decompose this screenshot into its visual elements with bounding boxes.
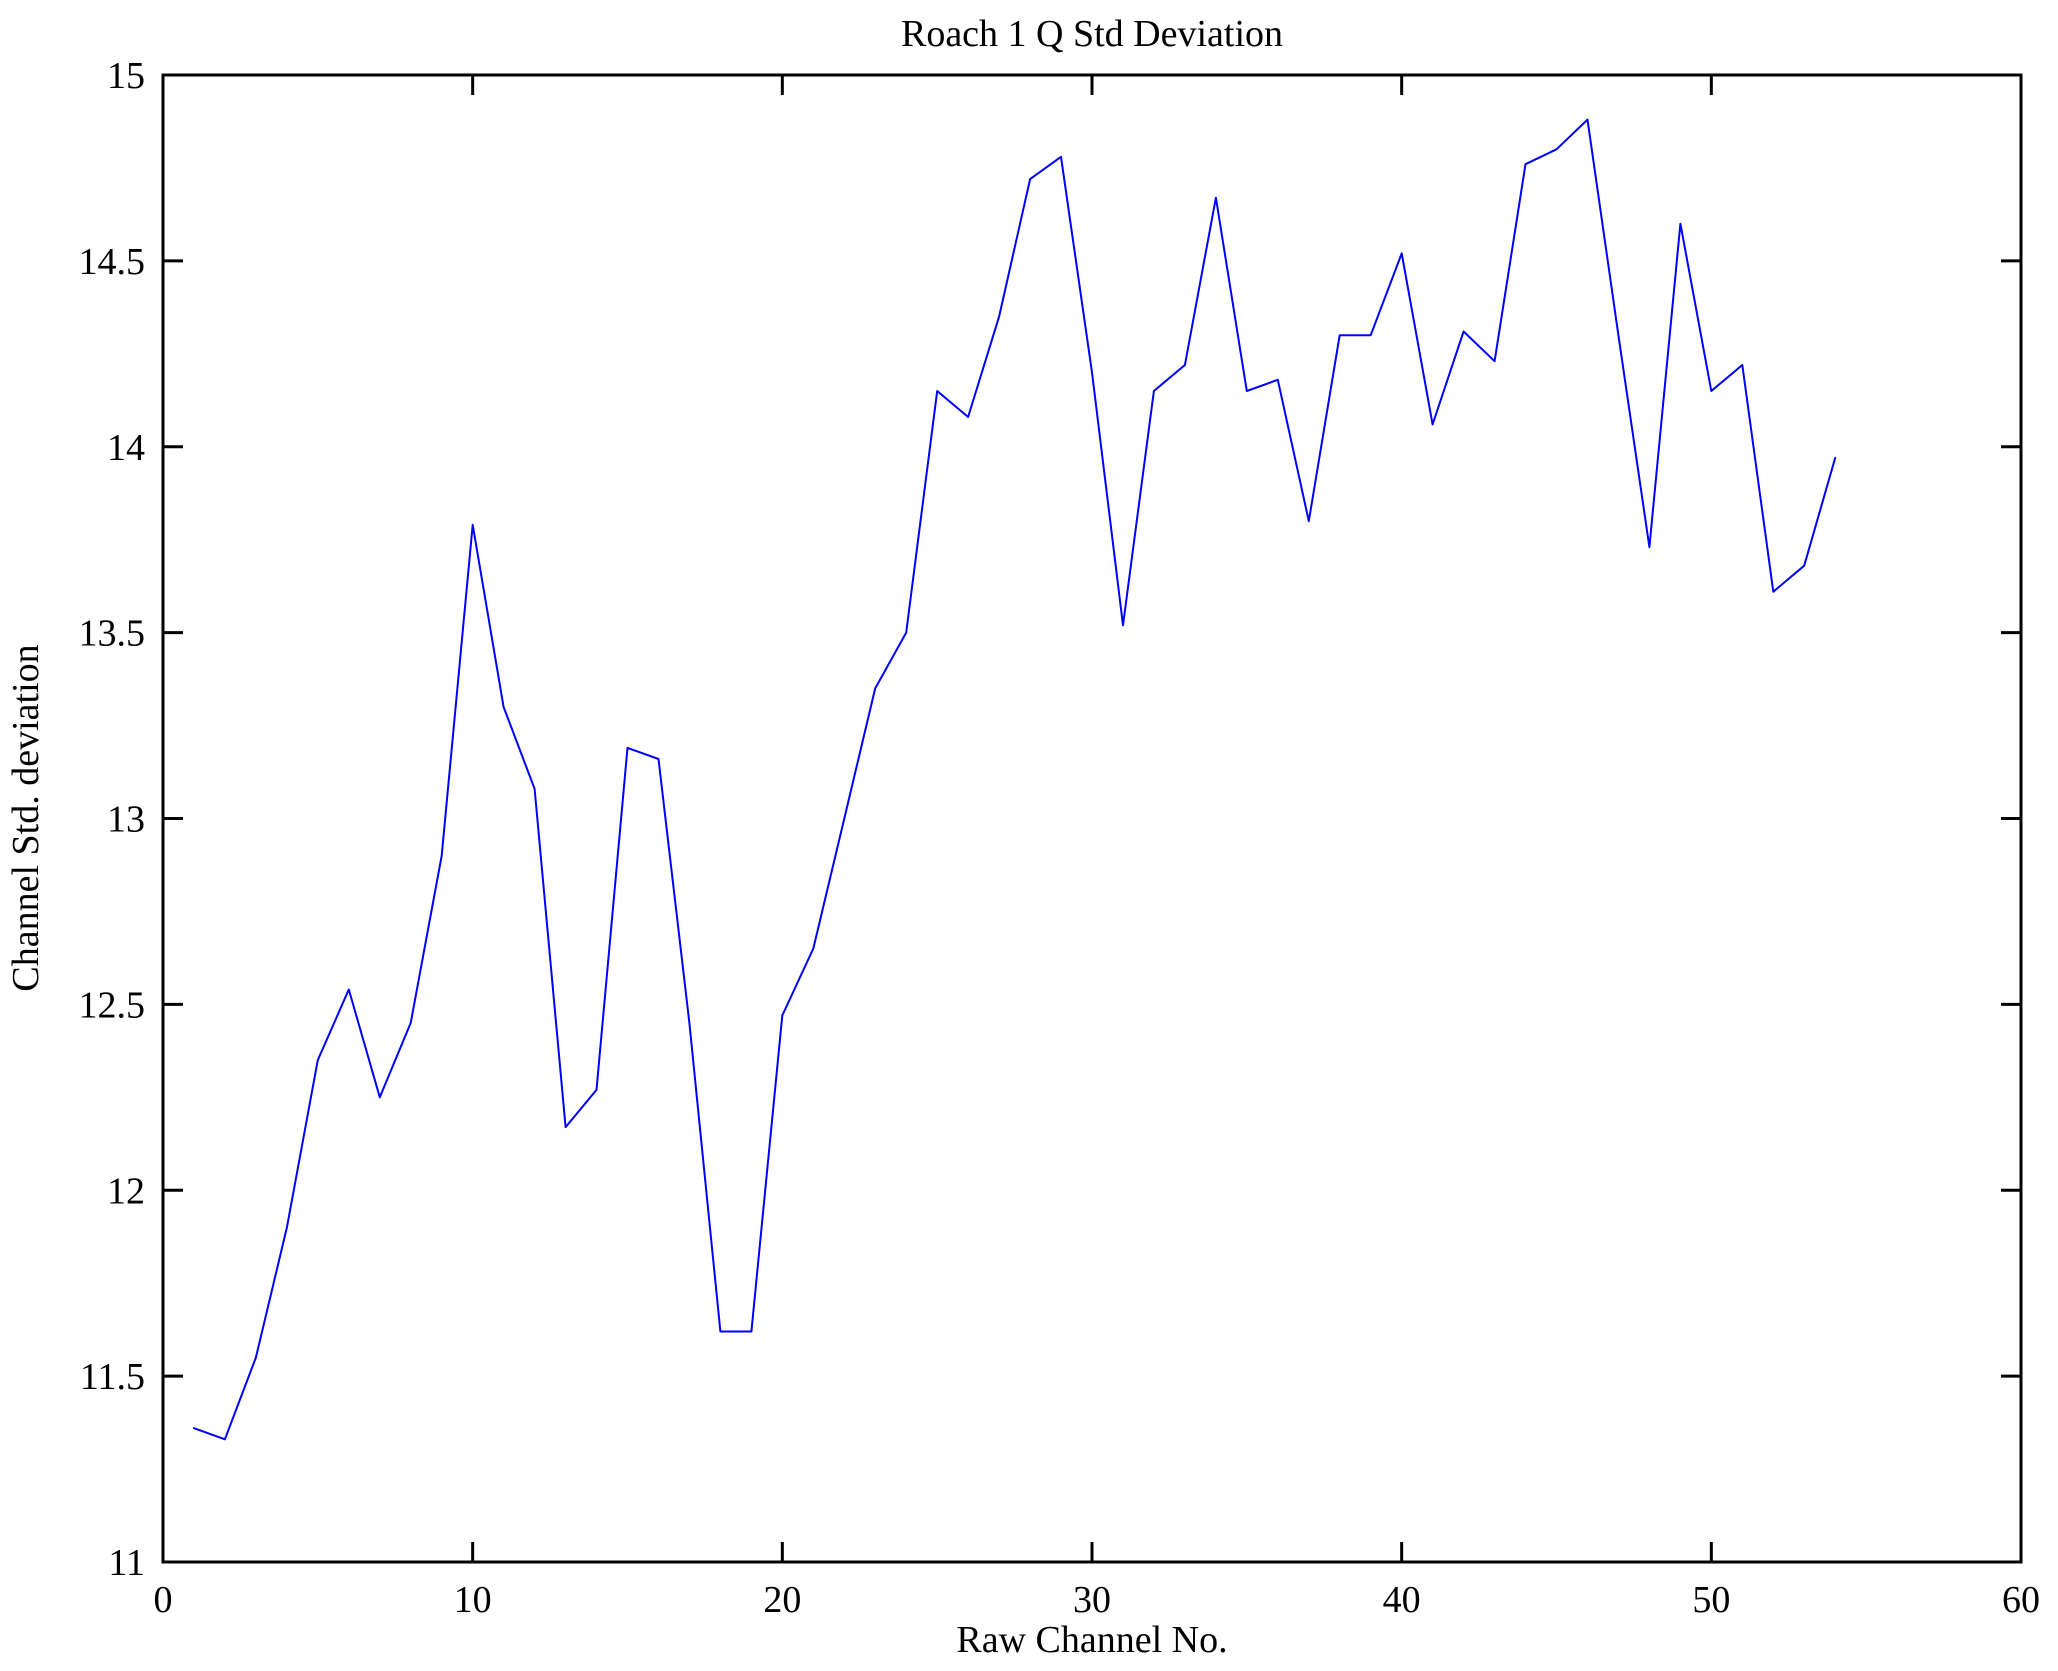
y-tick-label: 12.5 bbox=[79, 984, 146, 1026]
y-tick-label: 13 bbox=[107, 799, 145, 841]
y-tick-label: 12 bbox=[107, 1170, 145, 1212]
x-axis-label: Raw Channel No. bbox=[956, 1619, 1227, 1661]
x-tick-label: 10 bbox=[454, 1579, 492, 1621]
x-tick-label: 30 bbox=[1073, 1579, 1111, 1621]
x-tick-label: 50 bbox=[1692, 1579, 1730, 1621]
y-tick-label: 14.5 bbox=[79, 241, 146, 283]
y-tick-label: 11.5 bbox=[80, 1356, 145, 1398]
axes-frame bbox=[161, 73, 2023, 1564]
y-tick-label: 13.5 bbox=[79, 613, 146, 655]
x-tick-label: 40 bbox=[1383, 1579, 1421, 1621]
x-tick-label: 20 bbox=[763, 1579, 801, 1621]
x-tick-label: 60 bbox=[2002, 1579, 2040, 1621]
y-tick-label: 14 bbox=[107, 427, 145, 469]
y-tick-label: 15 bbox=[107, 55, 145, 97]
x-tick-label: 0 bbox=[154, 1579, 173, 1621]
chart-title: Roach 1 Q Std Deviation bbox=[901, 13, 1283, 55]
y-axis-label: Channel Std. deviation bbox=[5, 644, 47, 991]
plot-area: 0 10 20 30 40 50 60 11 11.5 12 12.5 13 13.5 14 14.5 15 bbox=[79, 55, 2041, 1621]
data-line bbox=[193, 118, 1837, 1441]
y-tick-label: 11 bbox=[108, 1542, 145, 1584]
